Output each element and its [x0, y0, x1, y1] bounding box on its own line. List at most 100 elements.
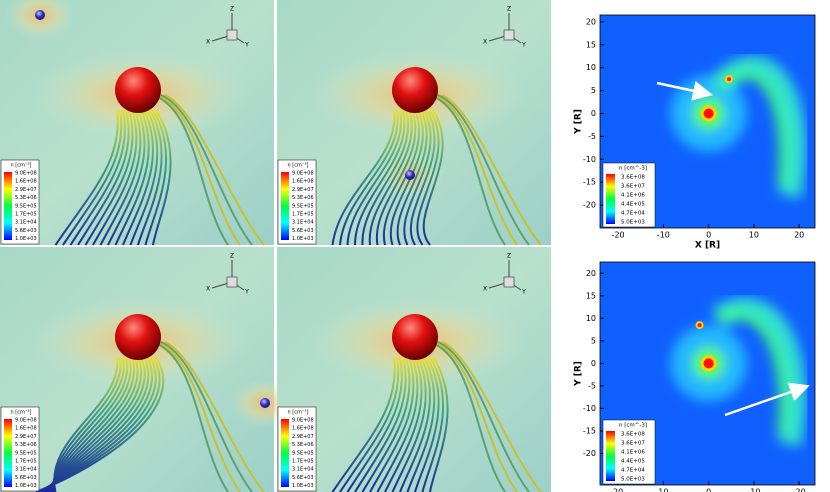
field-line	[354, 109, 406, 246]
y-tick-label: -15	[583, 178, 596, 187]
legend-label: 9.5E+05	[292, 450, 314, 456]
field-line	[437, 341, 530, 492]
legend-label: 1.7E+05	[15, 212, 37, 218]
legend-label: 1.7E+05	[292, 212, 314, 218]
y-axis-label: Y [R]	[574, 109, 584, 135]
legend-label: 3.1E+04	[292, 220, 314, 226]
plot-frame	[599, 14, 816, 229]
legend-label: 1.7E+05	[15, 459, 37, 465]
legend-label: 9.5E+05	[15, 450, 37, 456]
field-line	[375, 109, 417, 246]
y-tick-label: 15	[586, 291, 596, 300]
field-line	[114, 109, 150, 246]
field-line	[433, 94, 518, 246]
density-arc	[716, 311, 787, 436]
y-tick-label: 0	[591, 109, 596, 118]
legend-label: 5.0E+03	[621, 220, 645, 226]
legend-label: 3.1E+04	[15, 220, 37, 226]
triad-label: X	[483, 286, 487, 293]
y-tick-label: 5	[591, 336, 596, 345]
triad-label: Y	[521, 289, 526, 296]
axis-triad-box	[503, 276, 515, 288]
colorbar	[606, 174, 615, 224]
triad-label: X	[483, 39, 487, 46]
y-tick-label: -15	[583, 426, 596, 435]
x-tick-label: 0	[706, 488, 711, 492]
planet-peak	[727, 77, 731, 82]
field-line	[144, 109, 168, 246]
sim-panel: Z X Yn [cm⁻³] 9.0E+08 1.6E+08 2.9E+07 5.3E+06 9…	[277, 247, 551, 492]
legend-label: 5.3E+06	[15, 442, 37, 448]
field-line	[160, 341, 253, 492]
legend-label: 2.9E+07	[15, 187, 37, 193]
triad-label: X	[206, 39, 210, 46]
density-peak	[703, 108, 714, 119]
field-line	[152, 109, 172, 246]
y-tick-label: -5	[588, 381, 596, 390]
legend-label: 4.1E+06	[621, 450, 645, 456]
field-line	[361, 356, 411, 492]
triad-label: Z	[507, 253, 511, 260]
field-line	[441, 94, 542, 246]
sim-panel: Z X Yn [cm⁻³] 9.0E+08 1.6E+08 2.9E+07 5.3E+06 9…	[0, 0, 274, 246]
colorbar	[281, 172, 289, 240]
field-line	[156, 94, 241, 246]
field-line	[422, 109, 444, 246]
legend-label: 1.7E+05	[292, 459, 314, 465]
density-arc	[715, 71, 787, 188]
legend-title: n [cm⁻³]	[288, 410, 309, 416]
field-line	[339, 109, 399, 246]
field-line	[346, 109, 403, 246]
legend-title: n [cm^-3]	[619, 166, 647, 172]
field-line	[137, 109, 163, 246]
density-arc	[709, 56, 806, 199]
triad-label: Z	[507, 6, 511, 13]
field-line	[69, 109, 126, 246]
triad-label: Y	[244, 289, 249, 296]
x-tick-label: 10	[749, 231, 759, 240]
field-line	[406, 356, 436, 492]
y-tick-label: 15	[586, 40, 596, 49]
legend-label: 4.4E+05	[621, 459, 645, 465]
y-axis-label: Y [R]	[574, 361, 584, 387]
legend-title: n [cm⁻³]	[11, 410, 32, 416]
field-line	[354, 356, 407, 492]
axis-triad-box	[226, 29, 238, 41]
field-line	[396, 109, 428, 246]
field-line	[382, 109, 421, 246]
planet	[405, 170, 415, 180]
legend-label: 5.6E+03	[15, 228, 37, 234]
legend-label: 1.0E+03	[292, 483, 314, 489]
field-line	[331, 356, 396, 492]
legend-title: n [cm⁻³]	[288, 163, 309, 169]
density-arc	[711, 297, 806, 447]
field-line	[99, 109, 142, 246]
legend-label: 1.6E+08	[15, 426, 37, 432]
field-line	[164, 94, 265, 246]
y-tick-label: -5	[588, 132, 596, 141]
field-line	[122, 109, 154, 246]
legend-label: 5.6E+03	[292, 475, 314, 481]
colorbar	[606, 431, 615, 481]
field-line	[416, 109, 440, 246]
legend-title: n [cm⁻³]	[11, 163, 32, 169]
legend-label: 2.9E+07	[292, 187, 314, 193]
x-tick-label: -10	[657, 231, 670, 240]
x-tick-label: 0	[706, 231, 711, 240]
legend-label: 2.9E+07	[15, 434, 37, 440]
legend-label: 9.5E+05	[292, 203, 314, 209]
legend-label: 4.7E+04	[621, 211, 645, 217]
field-line	[399, 356, 431, 492]
field-line	[77, 109, 130, 246]
x-tick-label: 20	[613, 488, 623, 492]
field-line	[164, 341, 265, 492]
axis-triad-box	[226, 276, 238, 288]
y-tick-label: 20	[586, 269, 596, 278]
density-plot: -20 -10 0 10 20 20 15 10 5 0 -5 -10 -15 -20 X [R] Y [R]…	[574, 14, 816, 251]
field-line	[129, 109, 159, 246]
colorbar	[281, 419, 289, 487]
triad-label: Z	[230, 6, 234, 13]
colorbar	[4, 419, 12, 487]
planet-peak	[697, 323, 702, 328]
